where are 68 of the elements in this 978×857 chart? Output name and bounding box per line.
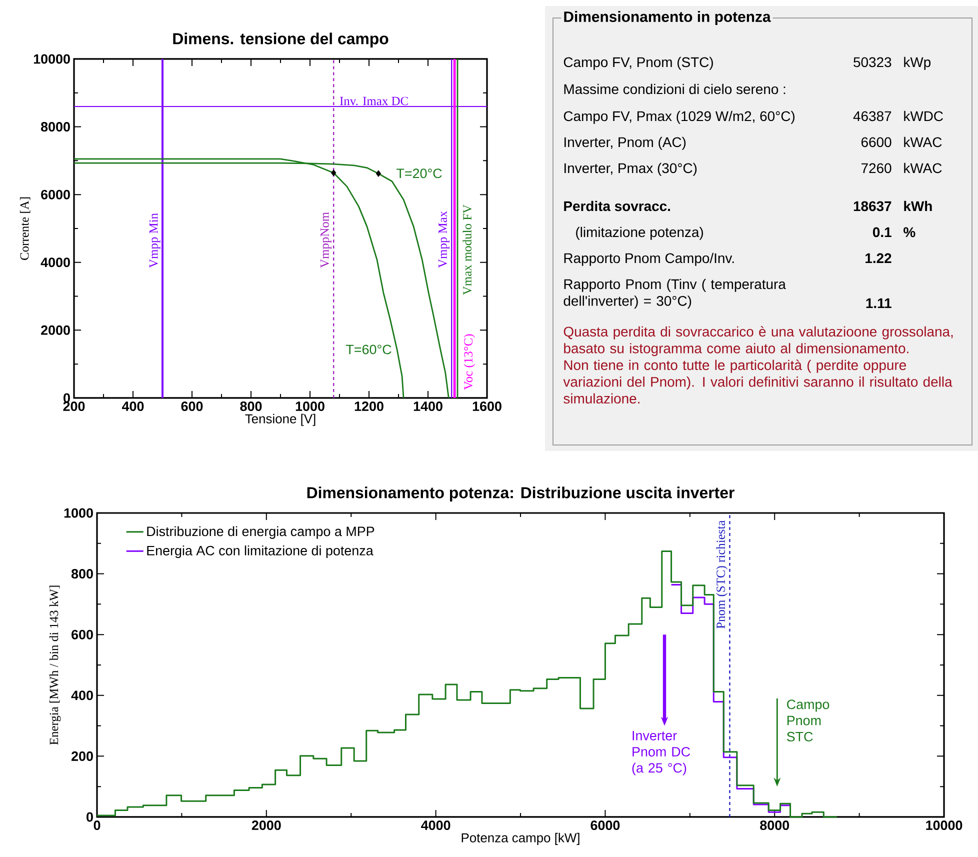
text: 6600	[861, 137, 892, 148]
x-tick-label: 0	[94, 820, 100, 830]
x-tick-label: 1400	[414, 402, 442, 412]
x-tick-label: 10000	[926, 820, 962, 830]
text: Dimensionamento in potenza	[564, 11, 771, 25]
text: Massime condizioni di cielo sereno :	[564, 84, 786, 94]
text: Campo FV, Pmax (1029 W/m2, 60°C)	[564, 110, 794, 124]
x-tick-label: 1600	[472, 402, 502, 412]
ref-line-label: Vmax modulo FV	[462, 204, 472, 295]
chart-title: Dimensionamento potenza: Distribuzione uscita inverter	[307, 486, 734, 502]
y-tick-label: 1000	[64, 508, 93, 518]
x-tick-label: 1200	[354, 402, 384, 412]
x-tick-label: 8000	[760, 820, 790, 830]
x-tick-label: 1000	[296, 402, 324, 412]
ref-line-label: Vmpp Min	[149, 213, 160, 268]
series-label: T=20°C	[396, 168, 442, 178]
x-tick-label: 800	[240, 402, 262, 412]
y-tick-label: 4000	[40, 258, 70, 268]
x-tick-label: 600	[181, 402, 203, 412]
ref-line-label: Voc (13°C)	[464, 334, 476, 390]
ref-line-label: Pnom (STC) richiesta	[716, 520, 728, 629]
annotation: Inverter Pnom DC (a 25 °C)	[632, 730, 690, 776]
text: (limitazione potenza)	[576, 226, 703, 240]
y-tick-label: 10000	[34, 54, 70, 64]
y-tick-label: 200	[72, 751, 93, 761]
text: 7260	[861, 163, 892, 174]
text: %	[904, 227, 916, 238]
text: 0.1	[872, 227, 892, 238]
text: 46387	[853, 111, 892, 122]
x-tick-label: 4000	[421, 820, 450, 830]
text: 1.11	[866, 298, 892, 308]
text: 1.22	[866, 253, 892, 263]
text: Rapporto Pnom Campo/Inv.	[564, 252, 734, 266]
ref-line-label: Inv. Imax DC	[340, 96, 408, 106]
text: 50323	[854, 57, 892, 68]
text: Perdita sovracc.	[564, 200, 670, 212]
x-tick-label: 6000	[590, 820, 620, 830]
y-axis-title: Energia [MWh / bin di 143 kW]	[49, 586, 61, 745]
text: Inverter, Pmax (30°C)	[564, 162, 697, 176]
text: Rapporto Pnom (Tinv ( temperatura dell'inverter) = 30°C)	[564, 278, 786, 309]
text: Quasta perdita di sovraccarico è una valutazioone grossolana, basato su istogramma come aiuto al dimensionamento. Non tiene in conto tutte le particolarità ( perdite oppure variazioni del Pnom). I valori definitivi saranno il risultato della simulazione.	[563, 326, 953, 404]
x-tick-label: 400	[122, 402, 144, 412]
y-tick-label: 2000	[41, 325, 70, 335]
text: kWAC	[904, 162, 942, 174]
text: kWp	[904, 56, 931, 70]
text: kWDC	[904, 110, 943, 122]
x-axis-title: Potenza campo [kW]	[462, 832, 580, 845]
text: Campo FV, Pnom (STC)	[564, 56, 713, 70]
x-tick-label: 2000	[252, 820, 281, 830]
y-tick-label: 0	[86, 812, 93, 822]
ref-line-label: Vmpp Max	[438, 211, 450, 268]
legend-label: Energia AC con limitazione di potenza	[147, 546, 374, 558]
y-axis-title: Corrente [A]	[20, 197, 30, 260]
chart-title: Dimens. tensione del campo	[173, 32, 388, 48]
y-tick-label: 600	[72, 630, 93, 640]
legend-label: Distribuzione di energia campo a MPP	[147, 526, 374, 539]
annotation: Campo Pnom STC	[786, 700, 830, 742]
series-label: T=60°C	[346, 344, 392, 354]
text: Inverter, Pnom (AC)	[564, 136, 686, 150]
y-tick-label: 800	[71, 569, 93, 579]
x-axis-title: Tensione [V]	[245, 414, 316, 426]
text: kWAC	[904, 136, 942, 148]
y-tick-label: 6000	[41, 190, 70, 200]
y-tick-label: 400	[71, 690, 93, 700]
y-tick-label: 8000	[40, 122, 70, 132]
ref-line-label: VmppNom	[320, 212, 332, 268]
text: kWh	[904, 200, 932, 211]
text: 18637	[854, 201, 892, 212]
